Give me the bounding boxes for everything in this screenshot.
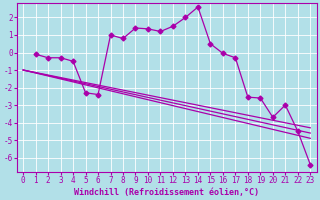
X-axis label: Windchill (Refroidissement éolien,°C): Windchill (Refroidissement éolien,°C) <box>74 188 259 197</box>
